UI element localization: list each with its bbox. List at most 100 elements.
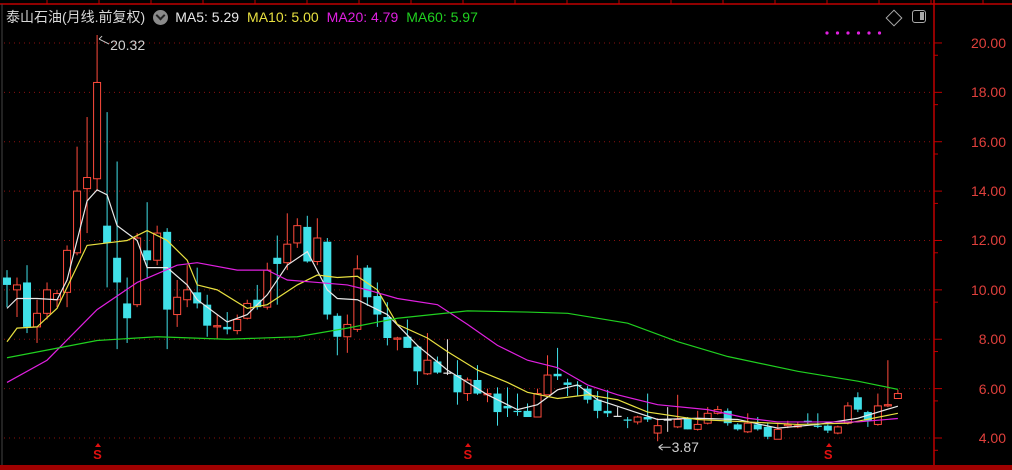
candle-body-up (293, 225, 302, 244)
candle-body-up (633, 416, 642, 423)
candle-body-down (763, 426, 772, 437)
candle-body-down (513, 410, 522, 413)
candle-body-down (683, 418, 692, 430)
candle-body-up (43, 289, 52, 314)
candle-body-down (23, 282, 32, 327)
ma5-label: MA5: 5.29 (175, 9, 240, 25)
candle-body-up (393, 337, 402, 340)
candle-body-up (153, 232, 162, 261)
candle-body-up (773, 428, 782, 440)
candle-body-down (473, 379, 482, 394)
candle-body-down (813, 425, 822, 427)
low-annotation: 3.87 (671, 439, 699, 456)
candle-body-down (253, 299, 262, 308)
split-marker-icon[interactable]: S (93, 443, 102, 462)
candle-body-down (603, 410, 612, 414)
legend-dot (877, 31, 882, 35)
candle-body-up (63, 249, 72, 293)
candle-body-down (103, 225, 112, 243)
candle-body-down (853, 397, 862, 410)
candle-body-down (333, 315, 342, 337)
candle-body-up (313, 237, 322, 262)
legend-dot (867, 31, 871, 35)
candle-body-down (143, 250, 152, 261)
candle-body-down (193, 292, 202, 304)
candle-body-down (223, 326, 232, 330)
candle-body-up (833, 426, 842, 434)
candle-body-down (323, 241, 332, 315)
legend-dot (856, 31, 861, 35)
y-tick-label: 12.00 (970, 232, 1006, 249)
candle-body-up (13, 284, 22, 291)
candle-body-up (463, 379, 472, 395)
legend-dot (825, 31, 829, 35)
high-annotation: 20.32 (110, 37, 146, 54)
candle-body-down (433, 361, 442, 373)
y-tick-label: 14.00 (970, 183, 1006, 200)
candle-body-down (733, 424, 742, 430)
candle-body-up (693, 423, 702, 430)
candle-body-up (73, 190, 82, 254)
candle-body-up (213, 325, 222, 328)
candle-body-down (453, 375, 462, 393)
chart-header: 泰山石油(月线.前复权) MA5: 5.29 MA10: 5.00 MA20: … (6, 7, 486, 27)
candle-body-down (373, 296, 382, 315)
ma10-line (6, 229, 899, 426)
ma20-line (6, 262, 898, 423)
y-tick-label: 10.00 (970, 281, 1006, 298)
candle-body-down (643, 417, 652, 420)
split-marker-icon[interactable]: S (823, 443, 833, 462)
candle-body-flat (613, 415, 622, 417)
candle-body-up (283, 243, 292, 264)
candle-body-down (753, 424, 762, 430)
candle-body-down (403, 336, 412, 348)
ma20-label: MA20: 4.79 (326, 9, 399, 25)
stock-title: 泰山石油(月线.前复权) (6, 9, 146, 25)
y-tick-label: 4.00 (978, 430, 1006, 446)
candle-body-down (113, 257, 122, 283)
candle-body-flat (663, 419, 672, 421)
candle-body-up (263, 269, 272, 308)
legend-dot (846, 31, 850, 35)
dropdown-circle-icon[interactable] (153, 9, 169, 25)
candle-body-up (423, 359, 432, 375)
y-tick-label: 6.00 (978, 380, 1006, 397)
candle-body-down (203, 304, 212, 326)
ma10-label: MA10: 5.00 (247, 9, 319, 25)
candle-body-down (563, 382, 572, 385)
candle-body-down (123, 303, 132, 319)
candle-body-down (583, 388, 592, 400)
candle-body-up (873, 405, 882, 425)
candle-body-down (553, 373, 562, 377)
candle-body-down (3, 277, 11, 285)
candle-body-down (303, 226, 312, 262)
panel-toggle-icon[interactable] (912, 10, 926, 23)
candle-body-up (653, 425, 662, 434)
candle-body-down (163, 231, 172, 310)
candle-body-up (893, 393, 902, 399)
candle-body-down (723, 410, 732, 424)
ma5-line (6, 189, 899, 429)
low-arrow-icon (658, 443, 671, 451)
candle-body-down (523, 410, 532, 418)
candle-body-down (593, 399, 602, 411)
candle-body-down (623, 419, 632, 421)
candle-body-flat (443, 372, 452, 374)
candle-body-up (133, 237, 142, 306)
candle-body-down (493, 393, 502, 413)
legend-dot (835, 31, 840, 35)
candle-body-up (233, 318, 242, 332)
candle-body-up (183, 289, 192, 301)
candle-body-down (273, 257, 282, 264)
bottom-border (0, 465, 1012, 470)
ma60-label: MA60: 5.97 (406, 9, 478, 25)
split-marker-icon[interactable]: S (463, 443, 473, 462)
candle-body-up (673, 418, 682, 428)
candle-body-up (543, 374, 552, 396)
candle-body-down (503, 405, 512, 409)
candle-body-up (83, 177, 92, 190)
candle-body-up (173, 296, 182, 316)
candle-body-up (743, 422, 752, 433)
candle-body-up (343, 323, 352, 338)
